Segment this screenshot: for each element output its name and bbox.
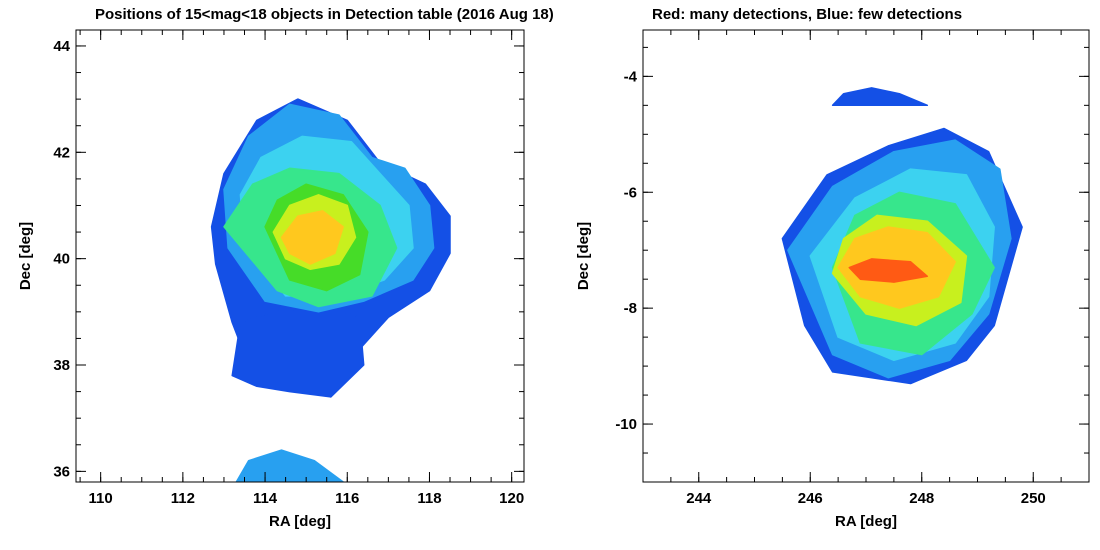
y-axis-label-right: Dec [deg] bbox=[575, 222, 592, 290]
density-region-right-7 bbox=[848, 258, 929, 283]
y-tick-label-left: 38 bbox=[53, 357, 70, 374]
x-tick-label-left: 114 bbox=[253, 490, 278, 507]
density-region-left-8 bbox=[235, 449, 344, 482]
plot-frame-left bbox=[75, 29, 525, 483]
density-region-left-1 bbox=[231, 305, 365, 398]
x-tick-label-left: 120 bbox=[499, 490, 524, 507]
y-tick-label-left: 44 bbox=[53, 38, 70, 55]
y-tick-label-right: -4 bbox=[624, 68, 638, 85]
x-axis-label-right: RA [deg] bbox=[835, 513, 897, 530]
y-tick-label-right: -10 bbox=[615, 416, 637, 433]
y-tick-label-left: 36 bbox=[53, 463, 70, 480]
density-region-left-7 bbox=[280, 210, 344, 265]
chart-title-left: Positions of 15<mag<18 objects in Detect… bbox=[95, 6, 554, 23]
x-tick-label-right: 248 bbox=[909, 490, 934, 507]
y-axis-label-left: Dec [deg] bbox=[17, 222, 34, 290]
y-tick-label-left: 42 bbox=[53, 144, 70, 161]
x-tick-label-right: 246 bbox=[798, 490, 823, 507]
x-tick-label-left: 110 bbox=[89, 490, 113, 507]
y-tick-label-right: -6 bbox=[624, 184, 637, 201]
x-axis-label-left: RA [deg] bbox=[269, 513, 331, 530]
x-tick-label-left: 118 bbox=[417, 490, 441, 507]
x-tick-label-right: 244 bbox=[686, 490, 712, 507]
y-tick-label-right: -8 bbox=[624, 300, 637, 317]
y-tick-label-left: 40 bbox=[53, 251, 70, 268]
x-tick-label-left: 112 bbox=[171, 490, 195, 507]
x-tick-label-left: 116 bbox=[335, 490, 359, 507]
x-tick-label-right: 250 bbox=[1021, 490, 1046, 507]
density-region-right-0 bbox=[831, 87, 929, 107]
chart-title-right: Red: many detections, Blue: few detectio… bbox=[652, 6, 963, 23]
